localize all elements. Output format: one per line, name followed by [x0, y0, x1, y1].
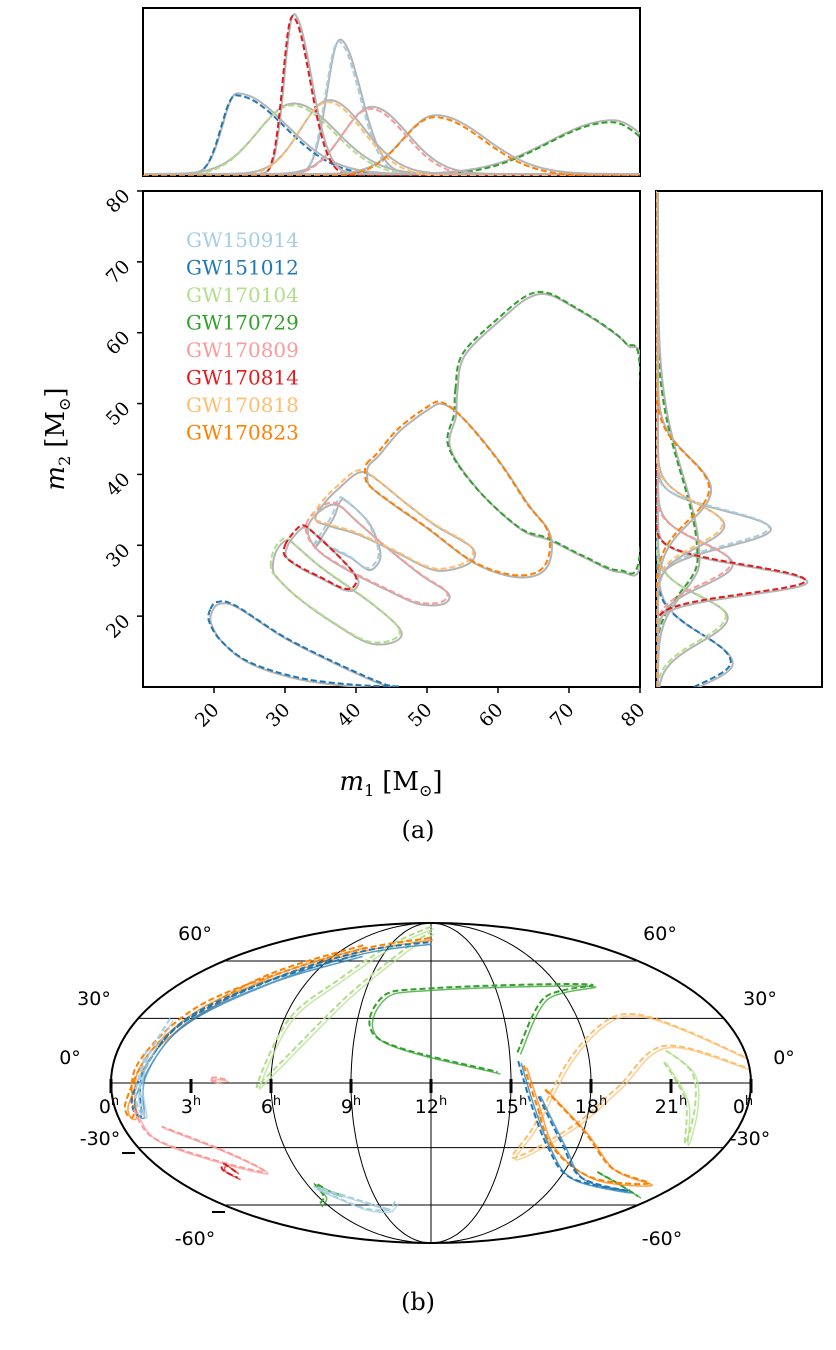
contour-reference-GW151012	[209, 602, 394, 687]
top-marginal-curves	[143, 13, 640, 176]
m2-marginal-GW170104	[656, 191, 727, 687]
sky-region-GW170823	[522, 1065, 651, 1186]
sky-region-GW170729	[368, 983, 594, 1073]
x-tick-label: 80	[617, 699, 650, 732]
m1-marginal-GW170104	[143, 104, 640, 176]
contour-GW170823	[363, 400, 551, 577]
sky-localization-regions	[124, 925, 751, 1214]
m1-marginal-GW150914	[143, 40, 640, 176]
sky-region-GW151012	[517, 1060, 629, 1192]
y-axis-label: m2[M⊙]	[41, 387, 74, 490]
lat-label-right: 60°	[643, 923, 677, 945]
legend: GW150914 GW151012 GW170104 GW170729 GW170809…	[186, 228, 299, 445]
lat-label-left: -60°	[175, 1228, 216, 1250]
sky-region-reference-GW170104	[665, 1051, 700, 1147]
sky-region-reference-GW170818	[514, 1015, 751, 1161]
lat-label-right: -60°	[642, 1228, 683, 1250]
legend-entry-GW170818: GW170818	[186, 393, 299, 417]
x-axis-label: m1 [M⊙]	[339, 767, 442, 800]
y-tick-label: 20	[102, 610, 135, 643]
lat-label-left: 60°	[178, 923, 212, 945]
sky-region-reference-GW151012	[520, 1062, 632, 1194]
y-tick-label: 30	[102, 539, 135, 572]
y-tick-label: 50	[102, 398, 135, 431]
contour-GW151012	[207, 600, 401, 687]
ra-label: 9h	[341, 1094, 361, 1118]
m1-marginal-GW151012	[143, 94, 640, 176]
m1-marginal-GW170823	[143, 116, 640, 176]
ra-label: 21h	[655, 1094, 687, 1118]
sky-region-reference-GW170809	[211, 1078, 229, 1085]
lat-label-right: -30°	[730, 1128, 771, 1150]
sky-region-reference-GW170104	[258, 927, 435, 1090]
m2-marginal-reference-GW170823	[657, 192, 713, 687]
y-tick-label: 40	[102, 468, 135, 501]
x-tick-label: 20	[191, 699, 224, 732]
sky-region-reference-GW170814	[223, 1165, 241, 1181]
m2-marginal-GW170809	[656, 191, 732, 687]
legend-entry-GW170814: GW170814	[186, 366, 299, 390]
sky-region-GW170104	[662, 1049, 697, 1145]
contour-GW170809	[304, 501, 449, 605]
ra-label: 0h	[733, 1094, 753, 1118]
lat-label-left: 30°	[77, 988, 111, 1010]
lat-label-right: 0°	[773, 1047, 795, 1069]
lat-label-left: 0°	[59, 1047, 81, 1069]
y-tick-label: 70	[102, 256, 135, 289]
sky-region-reference-GW170809	[136, 1110, 269, 1175]
lat-label-left: -30°	[80, 1128, 121, 1150]
legend-entry-GW170729: GW170729	[186, 311, 299, 335]
sky-region-GW170809	[208, 1076, 226, 1083]
x-tick-label: 40	[333, 699, 366, 732]
m1-marginal-reference-GW150914	[144, 38, 640, 175]
sky-region-reference-GW150914	[137, 1020, 174, 1120]
m2-marginal-GW170823	[656, 191, 711, 687]
y-tick-label: 60	[102, 327, 135, 360]
x-tick-label: 50	[404, 699, 437, 732]
ra-label: 0h	[99, 1094, 119, 1118]
legend-entry-GW170104: GW170104	[186, 283, 299, 307]
contour-reference-GW170809	[306, 503, 451, 607]
credible-region-contours	[207, 290, 640, 687]
lat-label-right: 30°	[743, 988, 777, 1010]
ra-label: 12h	[415, 1094, 447, 1118]
sky-region-GW170818	[511, 1012, 748, 1159]
ra-label: 15h	[495, 1094, 527, 1118]
sky-region-reference-GW170729	[317, 1184, 343, 1208]
m1-marginal-GW170809	[143, 107, 640, 176]
contour-GW170104	[269, 537, 401, 644]
y-tick-label: 80	[102, 185, 135, 218]
sky-region-GW151012	[130, 941, 429, 1118]
sky-region-GW170729	[313, 1182, 340, 1206]
x-tick-label: 30	[262, 699, 295, 732]
sky-region-reference-GW151012	[133, 943, 432, 1120]
x-tick-label: 60	[475, 699, 508, 732]
sky-region-reference-GW170729	[371, 985, 597, 1075]
legend-entry-GW170823: GW170823	[186, 421, 299, 445]
m2-marginal-reference-GW170814	[657, 192, 809, 687]
ra-label: 6h	[261, 1094, 281, 1118]
m1-marginal-GW170729	[143, 121, 640, 176]
legend-entry-GW170809: GW170809	[186, 338, 299, 362]
sky-labels: 60° 30° 0° -30° -60° 60° 30° 0° -30° -60° 0h 21h 18h…	[59, 923, 795, 1250]
contour-GW170729	[446, 290, 640, 575]
legend-entry-GW151012: GW151012	[186, 256, 299, 280]
right-marginal-curves	[656, 191, 809, 687]
contour-GW170814	[282, 524, 358, 591]
right-marginal-axes	[655, 190, 823, 688]
panel-a-label: (a)	[401, 816, 434, 844]
ra-label: 3h	[181, 1094, 201, 1118]
m2-marginal-GW170814	[656, 191, 807, 687]
legend-entry-GW150914: GW150914	[186, 228, 299, 252]
x-tick-label: 70	[546, 699, 579, 732]
sky-region-GW170104	[255, 925, 432, 1089]
sky-region-reference-GW170823	[526, 1067, 653, 1187]
contour-GW170818	[312, 468, 475, 570]
panel-b-label: (b)	[401, 1288, 435, 1316]
sky-region-reference-GW150914	[316, 1188, 399, 1214]
ra-label: 18h	[575, 1094, 607, 1118]
